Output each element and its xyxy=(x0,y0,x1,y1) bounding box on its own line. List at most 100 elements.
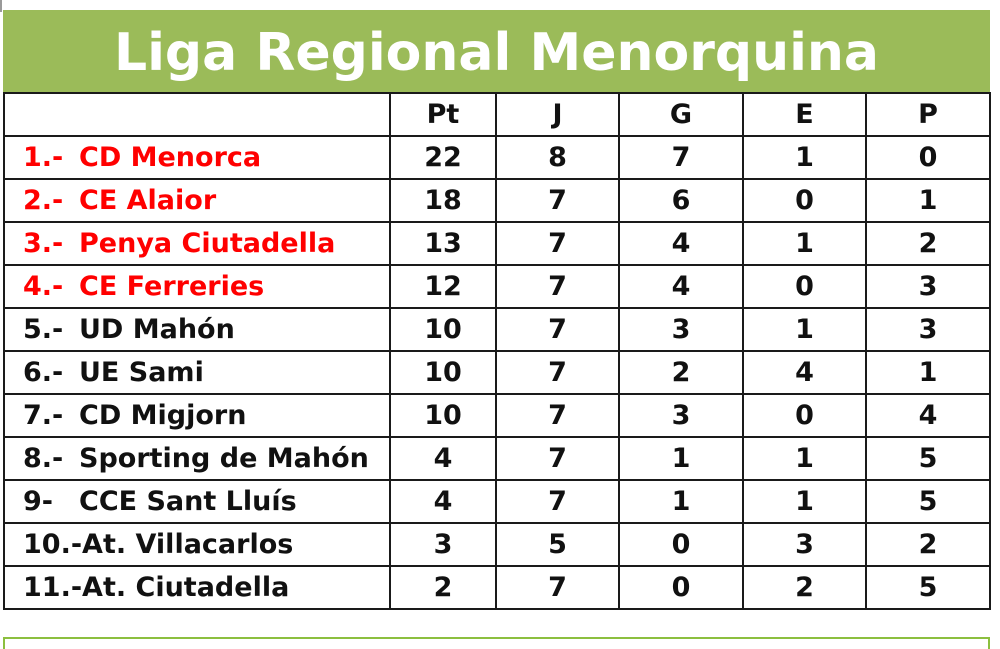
won-cell: 6 xyxy=(618,178,744,223)
team-name: At. Ciutadella xyxy=(82,572,290,603)
played-cell: 7 xyxy=(495,221,620,266)
team-name: CCE Sant Lluís xyxy=(79,486,297,517)
won-cell: 7 xyxy=(618,135,744,180)
table-row: 5.- UD Mahón 10 7 3 1 3 xyxy=(3,307,991,352)
team-cell: 7.- CD Migjorn xyxy=(3,393,391,438)
won-cell: 0 xyxy=(618,565,744,610)
team-position: 7.- xyxy=(23,400,64,431)
played-cell: 7 xyxy=(495,393,620,438)
header-lost: P xyxy=(865,92,991,137)
points-cell: 4 xyxy=(389,479,497,524)
team-cell: 9- CCE Sant Lluís xyxy=(3,479,391,524)
table-row: 11.-At. Ciutadella 2 7 0 2 5 xyxy=(3,565,991,610)
team-cell: 8.- Sporting de Mahón xyxy=(3,436,391,481)
team-cell: 11.-At. Ciutadella xyxy=(3,565,391,610)
team-name: Sporting de Mahón xyxy=(79,443,369,474)
drawn-cell: 0 xyxy=(742,178,867,223)
header-drawn: E xyxy=(742,92,867,137)
points-cell: 12 xyxy=(389,264,497,309)
won-cell: 1 xyxy=(618,436,744,481)
standings-table: Pt J G E P 1.- CD Menorca 22 8 7 1 0 2.- CE Alai… xyxy=(3,92,991,610)
lost-cell: 2 xyxy=(865,221,991,266)
played-cell: 7 xyxy=(495,565,620,610)
lost-cell: 5 xyxy=(865,479,991,524)
header-points: Pt xyxy=(389,92,497,137)
bottom-panel xyxy=(3,637,990,649)
table-row: 8.- Sporting de Mahón 4 7 1 1 5 xyxy=(3,436,991,481)
team-position: 9- xyxy=(23,486,53,517)
points-cell: 4 xyxy=(389,436,497,481)
won-cell: 3 xyxy=(618,393,744,438)
team-name: UE Sami xyxy=(79,357,204,388)
drawn-cell: 1 xyxy=(742,436,867,481)
header-team xyxy=(3,92,391,137)
table-row: 4.- CE Ferreries 12 7 4 0 3 xyxy=(3,264,991,309)
team-name: UD Mahón xyxy=(79,314,235,345)
team-position: 10.- xyxy=(23,529,83,560)
lost-cell: 1 xyxy=(865,350,991,395)
team-name: CE Alaior xyxy=(79,185,217,216)
played-cell: 7 xyxy=(495,436,620,481)
table-row: 3.- Penya Ciutadella 13 7 4 1 2 xyxy=(3,221,991,266)
table-row: 6.- UE Sami 10 7 2 4 1 xyxy=(3,350,991,395)
played-cell: 7 xyxy=(495,264,620,309)
played-cell: 7 xyxy=(495,350,620,395)
won-cell: 2 xyxy=(618,350,744,395)
team-cell: 6.- UE Sami xyxy=(3,350,391,395)
drawn-cell: 1 xyxy=(742,479,867,524)
points-cell: 22 xyxy=(389,135,497,180)
lost-cell: 1 xyxy=(865,178,991,223)
played-cell: 7 xyxy=(495,178,620,223)
points-cell: 10 xyxy=(389,307,497,352)
header-played: J xyxy=(495,92,620,137)
title-banner: Liga Regional Menorquina xyxy=(3,10,990,92)
page-title: Liga Regional Menorquina xyxy=(113,23,880,83)
team-position: 2.- xyxy=(23,185,64,216)
team-position: 1.- xyxy=(23,142,64,173)
edge-marker xyxy=(0,0,2,12)
won-cell: 3 xyxy=(618,307,744,352)
won-cell: 4 xyxy=(618,221,744,266)
drawn-cell: 1 xyxy=(742,307,867,352)
team-name: CD Menorca xyxy=(79,142,262,173)
drawn-cell: 0 xyxy=(742,264,867,309)
drawn-cell: 3 xyxy=(742,522,867,567)
team-cell: 1.- CD Menorca xyxy=(3,135,391,180)
team-name: Penya Ciutadella xyxy=(79,228,336,259)
team-name: CD Migjorn xyxy=(79,400,247,431)
drawn-cell: 4 xyxy=(742,350,867,395)
team-cell: 5.- UD Mahón xyxy=(3,307,391,352)
points-cell: 3 xyxy=(389,522,497,567)
team-cell: 3.- Penya Ciutadella xyxy=(3,221,391,266)
lost-cell: 5 xyxy=(865,565,991,610)
drawn-cell: 1 xyxy=(742,135,867,180)
won-cell: 1 xyxy=(618,479,744,524)
team-position: 8.- xyxy=(23,443,64,474)
played-cell: 8 xyxy=(495,135,620,180)
header-won: G xyxy=(618,92,744,137)
table-row: 2.- CE Alaior 18 7 6 0 1 xyxy=(3,178,991,223)
team-position: 5.- xyxy=(23,314,64,345)
drawn-cell: 1 xyxy=(742,221,867,266)
points-cell: 10 xyxy=(389,393,497,438)
won-cell: 0 xyxy=(618,522,744,567)
points-cell: 2 xyxy=(389,565,497,610)
lost-cell: 5 xyxy=(865,436,991,481)
team-position: 4.- xyxy=(23,271,64,302)
lost-cell: 3 xyxy=(865,307,991,352)
lost-cell: 3 xyxy=(865,264,991,309)
team-name: At. Villacarlos xyxy=(82,529,294,560)
points-cell: 10 xyxy=(389,350,497,395)
points-cell: 13 xyxy=(389,221,497,266)
team-cell: 2.- CE Alaior xyxy=(3,178,391,223)
lost-cell: 2 xyxy=(865,522,991,567)
header-row: Pt J G E P xyxy=(3,92,991,137)
table-row: 7.- CD Migjorn 10 7 3 0 4 xyxy=(3,393,991,438)
team-position: 11.- xyxy=(23,572,83,603)
played-cell: 7 xyxy=(495,479,620,524)
won-cell: 4 xyxy=(618,264,744,309)
table-row: 10.-At. Villacarlos 3 5 0 3 2 xyxy=(3,522,991,567)
lost-cell: 4 xyxy=(865,393,991,438)
drawn-cell: 2 xyxy=(742,565,867,610)
